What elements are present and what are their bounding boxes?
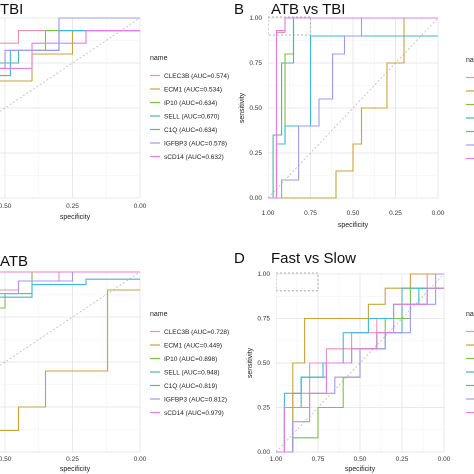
x-tick-label: 0.50 xyxy=(354,456,367,463)
x-tick-label: 0.00 xyxy=(134,456,147,463)
roc-line-2 xyxy=(268,17,438,199)
panel-2: ATB vs TBI B 1.00 0.75 0.50 0.25 0.00 specifici… xyxy=(234,1,474,229)
legend-entry: C1Q (AUC=0.634) xyxy=(164,127,217,134)
panel-1: TBI0.750.500.250.00specificitynameCLEC3B… xyxy=(0,1,229,221)
legend-entry: ECM1 (AUC=0.534) xyxy=(164,87,222,94)
x-tick-label: 0.50 xyxy=(0,203,12,210)
legend-entry: SELL (AUC=0.670) xyxy=(164,114,220,121)
legend-entry: IP10 (AUC=0.634) xyxy=(164,100,217,107)
x-tick-label: 0.75 xyxy=(312,456,325,463)
x-tick-label: 0.50 xyxy=(347,210,360,217)
legend-title: name xyxy=(150,311,168,318)
x-tick-label: 1.00 xyxy=(262,210,275,217)
legend-title: name xyxy=(150,55,168,62)
panel-title: Fast vs Slow xyxy=(271,250,356,267)
roc-line-7 xyxy=(0,30,140,69)
roc-line-2 xyxy=(0,289,140,431)
legend-entry: sCD14 (AUC=0.979) xyxy=(164,410,224,417)
roc-line-7 xyxy=(276,287,444,453)
roc-line-5 xyxy=(0,278,140,298)
chance-diagonal xyxy=(276,273,445,453)
legend-entry: IGFBP3 (AUC=0.812) xyxy=(164,397,227,404)
panel-title: TBI xyxy=(0,1,23,18)
legend-title: nam xyxy=(466,57,474,64)
roc-line-4 xyxy=(0,271,140,273)
x-axis-label: specificity xyxy=(60,214,91,221)
y-tick-label: 0.25 xyxy=(249,150,262,157)
roc-line-6 xyxy=(268,17,438,199)
legend-entry: ECM1 (AUC=0.449) xyxy=(164,343,222,350)
roc-line-4 xyxy=(268,17,438,199)
x-tick-label: 0.00 xyxy=(134,203,147,210)
roc-line-2 xyxy=(0,30,140,82)
panel-3: ATB0.750.500.250.00specificitynameCLEC3B… xyxy=(0,253,229,473)
x-tick-label: 0.75 xyxy=(304,210,317,217)
y-tick-label: 0.00 xyxy=(249,195,262,202)
panel-4: Fast vs Slow D 1.00 0.75 0.50 0.25 0.00 specifi… xyxy=(234,250,474,473)
x-tick-label: 0.00 xyxy=(438,456,451,463)
legend-entry: IP10 (AUC=0.898) xyxy=(164,356,217,363)
roc-line-6 xyxy=(0,271,140,295)
y-tick-label: 0.75 xyxy=(257,316,270,323)
x-axis-label: specificity xyxy=(345,466,376,473)
x-tick-label: 0.25 xyxy=(389,210,402,217)
roc-line-3 xyxy=(0,30,140,69)
x-tick-label: 0.00 xyxy=(432,210,445,217)
panel-letter: D xyxy=(234,250,245,267)
panel-title: ATB xyxy=(0,253,28,270)
legend-entry: SELL (AUC=0.948) xyxy=(164,370,220,377)
y-tick-label: 1.00 xyxy=(257,271,270,278)
panel-letter: B xyxy=(234,1,244,18)
chance-diagonal xyxy=(268,17,439,199)
x-tick-label: 0.25 xyxy=(66,456,79,463)
roc-line-1 xyxy=(0,271,140,291)
roc-line-6 xyxy=(0,17,140,69)
legend-entry: C1Q (AUC=0.819) xyxy=(164,383,217,390)
legend-entry: IGFBP3 (AUC=0.578) xyxy=(164,141,227,148)
y-tick-label: 1.00 xyxy=(249,15,262,22)
x-axis-label: specificity xyxy=(60,466,91,473)
y-axis-label: sensitivity xyxy=(247,347,254,378)
y-tick-label: 0.75 xyxy=(249,60,262,67)
legend-entry: CLEC3B (AUC=0.574) xyxy=(164,73,229,80)
roc-line-7 xyxy=(268,17,438,199)
x-tick-label: 0.50 xyxy=(0,456,12,463)
y-tick-label: 0.50 xyxy=(249,105,262,112)
legend-entry: sCD14 (AUC=0.632) xyxy=(164,154,224,161)
panel-title: ATB vs TBI xyxy=(271,1,345,18)
roc-line-7 xyxy=(0,271,140,273)
legend-entry: CLEC3B (AUC=0.728) xyxy=(164,329,229,336)
y-axis-label: sensitivity xyxy=(239,92,246,123)
zoom-box xyxy=(276,272,319,292)
x-tick-label: 1.00 xyxy=(270,456,283,463)
y-tick-label: 0.25 xyxy=(257,405,270,412)
x-tick-label: 0.25 xyxy=(66,203,79,210)
x-tick-label: 0.25 xyxy=(396,456,409,463)
y-tick-label: 0.00 xyxy=(257,449,270,456)
zoom-box xyxy=(268,16,311,36)
legend-title: nan xyxy=(466,311,474,318)
roc-line-3 xyxy=(0,271,140,309)
y-tick-label: 0.50 xyxy=(257,360,270,367)
x-axis-label: specificity xyxy=(338,222,369,229)
